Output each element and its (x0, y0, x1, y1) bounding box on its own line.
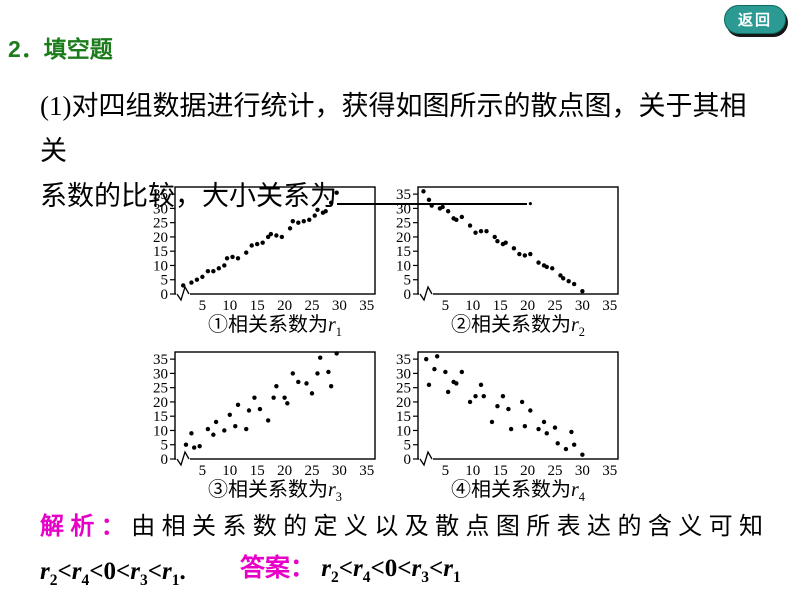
svg-text:10: 10 (222, 463, 237, 478)
svg-text:20: 20 (153, 230, 168, 246)
scatter-chart-r4: 0 5 10 15 20 25 30 35 5 10 15 20 25 30 35 ④相关系数为r4 (386, 348, 636, 509)
answer-row: r2<r4<0<r3<r1. 答案： r2<r4<0<r3<r1 (40, 548, 764, 594)
svg-text:20: 20 (396, 395, 411, 411)
svg-text:35: 35 (359, 463, 374, 478)
svg-text:30: 30 (153, 366, 168, 382)
svg-text:10: 10 (396, 258, 411, 274)
analysis-formula: r2<r4<0<r3<r1. (40, 558, 186, 589)
svg-text:0: 0 (404, 287, 412, 303)
svg-text:10: 10 (222, 298, 237, 313)
svg-text:35: 35 (153, 352, 168, 368)
answer-label: 答案： (240, 555, 316, 582)
svg-text:10: 10 (153, 258, 168, 274)
problem-line-1: (1)对四组数据进行统计，获得如图所示的散点图，关于其相关 (40, 91, 747, 166)
svg-text:20: 20 (277, 463, 292, 478)
scatter-chart-r2: 0 5 10 15 20 25 30 35 5 10 15 20 25 30 35 ②相关系数为r2 (386, 183, 636, 344)
chart-caption-4: ④相关系数为r4 (451, 479, 585, 504)
svg-text:30: 30 (332, 298, 347, 313)
svg-text:5: 5 (199, 463, 207, 478)
svg-text:25: 25 (547, 298, 562, 313)
section-heading: 2．填空题 (8, 36, 113, 62)
svg-text:0: 0 (404, 452, 412, 468)
analysis-line: 解析：由相关系数的定义以及散点图所表达的含义可知 (40, 510, 763, 544)
svg-text:15: 15 (250, 463, 265, 478)
svg-text:5: 5 (199, 298, 207, 313)
svg-text:35: 35 (396, 187, 411, 203)
svg-text:25: 25 (396, 381, 411, 397)
svg-text:5: 5 (442, 298, 450, 313)
answer-group: 答案： r2<r4<0<r3<r1 (240, 548, 461, 587)
svg-text:35: 35 (602, 463, 617, 478)
svg-text:10: 10 (465, 463, 480, 478)
answer-formula: r2<r4<0<r3<r1 (321, 555, 461, 586)
svg-text:30: 30 (396, 201, 411, 217)
svg-text:30: 30 (153, 201, 168, 217)
scatter-chart-r3: 0 5 10 15 20 25 30 35 5 10 15 20 25 30 35 ③相关系数为r3 (143, 348, 393, 509)
back-button[interactable]: 返回 (723, 5, 786, 34)
svg-text:15: 15 (153, 244, 168, 260)
svg-text:35: 35 (396, 352, 411, 368)
svg-text:30: 30 (575, 463, 590, 478)
svg-text:5: 5 (442, 463, 450, 478)
svg-text:25: 25 (153, 381, 168, 397)
svg-text:10: 10 (396, 423, 411, 439)
svg-text:15: 15 (153, 409, 168, 425)
svg-text:15: 15 (493, 463, 508, 478)
chart-caption-3: ③相关系数为r3 (208, 479, 342, 504)
svg-text:0: 0 (161, 287, 169, 303)
svg-text:20: 20 (277, 298, 292, 313)
svg-text:5: 5 (161, 438, 169, 454)
svg-text:15: 15 (493, 298, 508, 313)
svg-text:30: 30 (575, 298, 590, 313)
svg-text:20: 20 (520, 298, 535, 313)
chart-caption-2: ②相关系数为r2 (451, 314, 585, 339)
svg-text:15: 15 (396, 244, 411, 260)
svg-text:25: 25 (547, 463, 562, 478)
svg-text:15: 15 (396, 409, 411, 425)
scatter-chart-r1: 0 5 10 15 20 25 30 35 5 10 15 20 25 30 35 ①相关系数为r1 (143, 183, 393, 344)
svg-text:25: 25 (153, 216, 168, 232)
analysis-label: 解析： (40, 514, 132, 540)
svg-text:20: 20 (396, 230, 411, 246)
svg-text:5: 5 (161, 273, 169, 289)
svg-text:25: 25 (396, 216, 411, 232)
analysis-text: 由相关系数的定义以及散点图所表达的含义可知 (131, 514, 764, 540)
svg-text:5: 5 (404, 273, 412, 289)
svg-text:10: 10 (465, 298, 480, 313)
svg-text:20: 20 (153, 395, 168, 411)
svg-text:10: 10 (153, 423, 168, 439)
svg-text:35: 35 (153, 187, 168, 203)
svg-text:35: 35 (359, 298, 374, 313)
svg-text:30: 30 (396, 366, 411, 382)
svg-text:30: 30 (332, 463, 347, 478)
svg-text:15: 15 (250, 298, 265, 313)
svg-text:25: 25 (304, 298, 319, 313)
svg-text:5: 5 (404, 438, 412, 454)
svg-text:25: 25 (304, 463, 319, 478)
svg-text:20: 20 (520, 463, 535, 478)
chart-caption-1: ①相关系数为r1 (208, 314, 342, 339)
svg-text:35: 35 (602, 298, 617, 313)
svg-text:0: 0 (161, 452, 169, 468)
problem-statement: (1)对四组数据进行统计，获得如图所示的散点图，关于其相关 系数的比较，大小关系… (40, 84, 770, 219)
